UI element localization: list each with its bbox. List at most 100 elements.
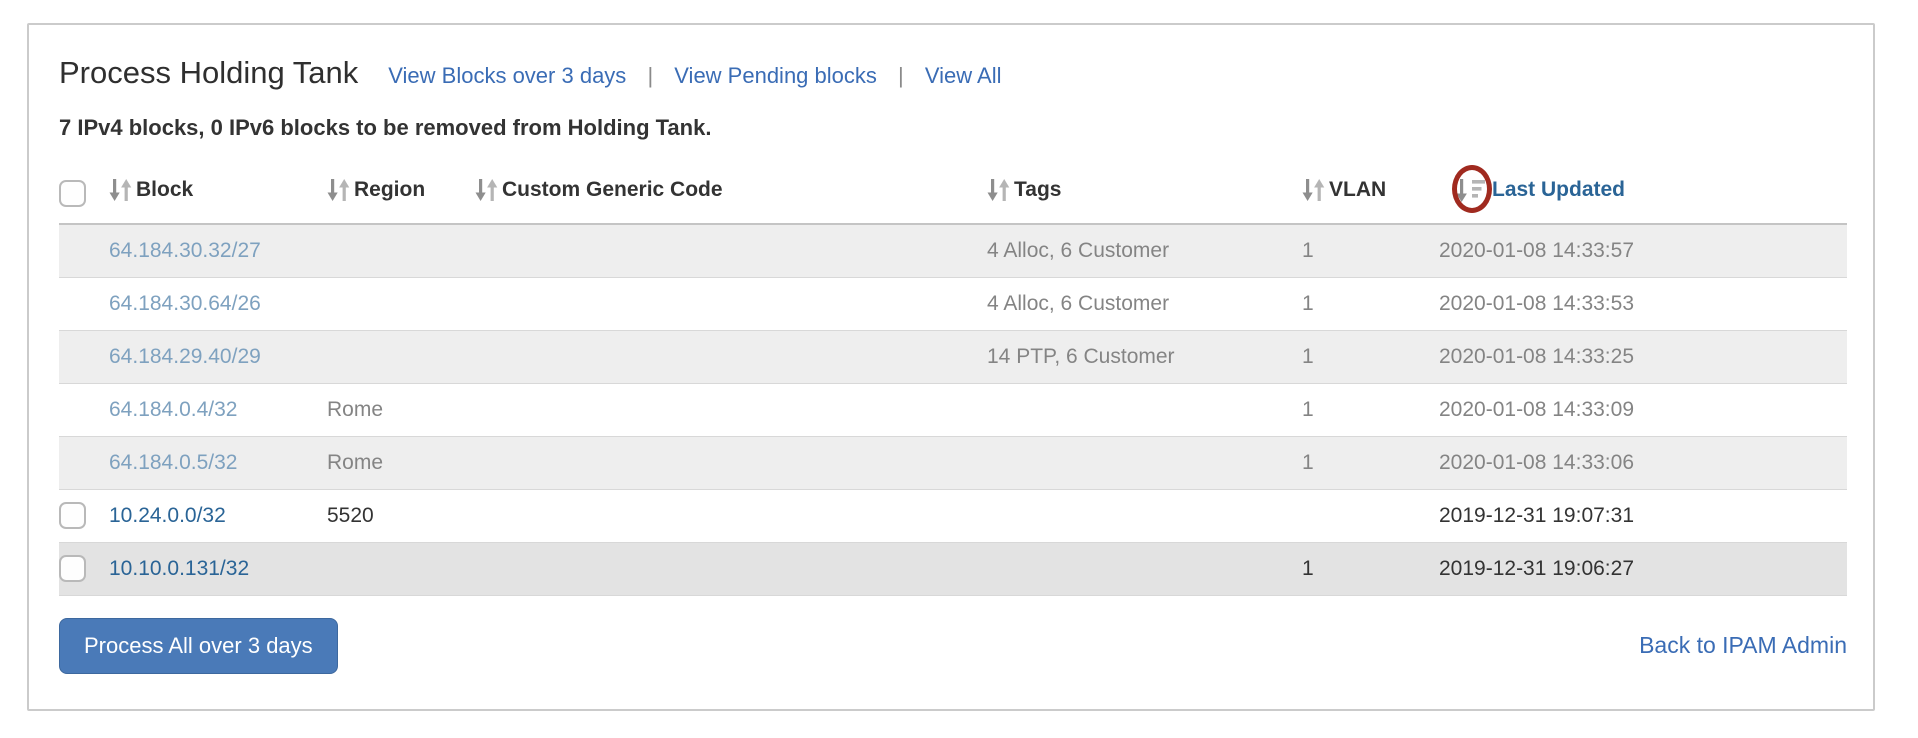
cell-custom-generic-code [475, 224, 987, 277]
table-header-row: Block Region Custom Generic Code Tags VL… [59, 155, 1847, 225]
cell-select [59, 542, 109, 595]
column-header-select [59, 155, 109, 225]
table-row: 10.24.0.0/32 5520 2019-12-31 19:07:31 [59, 489, 1847, 542]
sort-icon-wrap [1452, 165, 1492, 214]
cell-tags: 4 Alloc, 6 Customer [987, 291, 1170, 315]
cell-last-updated: 2019-12-31 19:06:27 [1439, 556, 1634, 580]
block-link[interactable]: 64.184.0.5/32 [109, 450, 238, 474]
cell-custom-generic-code [475, 277, 987, 330]
footer-row: Process All over 3 days Back to IPAM Adm… [59, 617, 1847, 674]
cell-custom-generic-code [475, 489, 987, 542]
sort-up-down-icon [327, 177, 351, 203]
link-view-pending-blocks[interactable]: View Pending blocks [674, 63, 877, 88]
cell-vlan [1302, 489, 1439, 542]
cell-custom-generic-code [475, 436, 987, 489]
cell-last-updated: 2020-01-08 14:33:09 [1439, 397, 1634, 421]
link-view-all[interactable]: View All [924, 63, 1002, 88]
summary-text: 7 IPv4 blocks, 0 IPv6 blocks to be remov… [59, 115, 712, 140]
block-link[interactable]: 64.184.30.64/26 [109, 291, 261, 315]
block-link[interactable]: 64.184.30.32/27 [109, 238, 261, 262]
cell-select [59, 489, 109, 542]
cell-region [327, 542, 475, 595]
cell-last-updated: 2020-01-08 14:33:57 [1439, 238, 1634, 262]
cell-last-updated: 2020-01-08 14:33:25 [1439, 344, 1634, 368]
row-checkbox[interactable] [59, 555, 86, 582]
column-header-vlan[interactable]: VLAN [1302, 155, 1439, 225]
cell-tags: 4 Alloc, 6 Customer [987, 238, 1170, 262]
block-link[interactable]: 64.184.29.40/29 [109, 344, 261, 368]
cell-vlan: 1 [1302, 238, 1314, 262]
sort-up-down-icon [1302, 177, 1326, 203]
link-view-blocks-over-3-days[interactable]: View Blocks over 3 days [388, 63, 627, 88]
cell-block: 64.184.29.40/29 [109, 330, 327, 383]
table-row: 64.184.29.40/29 14 PTP, 6 Customer 1 202… [59, 330, 1847, 383]
sort-descending-icon [1455, 177, 1489, 203]
cell-region: 5520 [327, 503, 374, 527]
link-separator: | [647, 63, 654, 88]
table-row: 64.184.0.4/32 Rome 1 2020-01-08 14:33:09 [59, 383, 1847, 436]
cell-tags [987, 542, 1302, 595]
row-checkbox[interactable] [59, 502, 86, 529]
cell-block: 64.184.0.5/32 [109, 436, 327, 489]
block-link[interactable]: 10.10.0.131/32 [109, 556, 250, 580]
top-links: View Blocks over 3 days | View Pending b… [388, 63, 1001, 89]
cell-region [327, 224, 475, 277]
table-row: 10.10.0.131/32 1 2019-12-31 19:06:27 [59, 542, 1847, 595]
column-label-block: Block [136, 178, 194, 201]
cell-tags [987, 489, 1302, 542]
cell-last-updated: 2019-12-31 19:07:31 [1439, 503, 1634, 527]
cell-block: 64.184.0.4/32 [109, 383, 327, 436]
cell-custom-generic-code [475, 330, 987, 383]
block-link[interactable]: 64.184.0.4/32 [109, 397, 238, 421]
cell-region [327, 330, 475, 383]
sort-up-down-icon [109, 177, 133, 203]
cell-select [59, 224, 109, 277]
link-separator: | [898, 63, 904, 88]
process-holding-tank-panel: Process Holding Tank View Blocks over 3 … [27, 23, 1875, 711]
column-label-tags: Tags [1014, 178, 1062, 201]
holding-tank-table: Block Region Custom Generic Code Tags VL… [59, 155, 1847, 596]
column-header-block[interactable]: Block [109, 155, 327, 225]
cell-vlan: 1 [1302, 344, 1314, 368]
cell-vlan: 1 [1302, 397, 1314, 421]
sort-up-down-icon [987, 177, 1011, 203]
column-header-custom-generic-code[interactable]: Custom Generic Code [475, 155, 987, 225]
cell-vlan: 1 [1302, 450, 1314, 474]
process-all-button[interactable]: Process All over 3 days [59, 617, 338, 674]
cell-last-updated: 2020-01-08 14:33:06 [1439, 450, 1634, 474]
column-header-last-updated[interactable]: Last Updated [1439, 155, 1847, 225]
cell-vlan: 1 [1302, 556, 1314, 580]
select-all-checkbox[interactable] [59, 179, 86, 207]
cell-select [59, 383, 109, 436]
cell-block: 64.184.30.64/26 [109, 277, 327, 330]
cell-custom-generic-code [475, 383, 987, 436]
cell-block: 10.10.0.131/32 [109, 542, 327, 595]
cell-block: 10.24.0.0/32 [109, 489, 327, 542]
cell-select [59, 436, 109, 489]
cell-select [59, 330, 109, 383]
cell-region: Rome [327, 397, 384, 421]
cell-select [59, 277, 109, 330]
column-header-region[interactable]: Region [327, 155, 475, 225]
title-row: Process Holding Tank View Blocks over 3 … [59, 55, 1843, 91]
page-title: Process Holding Tank [59, 55, 359, 90]
column-label-region: Region [354, 178, 426, 201]
cell-vlan: 1 [1302, 291, 1314, 315]
table-row: 64.184.30.32/27 4 Alloc, 6 Customer 1 20… [59, 224, 1847, 277]
cell-custom-generic-code [475, 542, 987, 595]
table-row: 64.184.30.64/26 4 Alloc, 6 Customer 1 20… [59, 277, 1847, 330]
column-label-vlan: VLAN [1329, 178, 1387, 201]
cell-tags [987, 436, 1302, 489]
cell-region [327, 277, 475, 330]
table-row: 64.184.0.5/32 Rome 1 2020-01-08 14:33:06 [59, 436, 1847, 489]
cell-tags: 14 PTP, 6 Customer [987, 344, 1175, 368]
cell-region: Rome [327, 450, 384, 474]
cell-tags [987, 383, 1302, 436]
back-to-ipam-admin-link[interactable]: Back to IPAM Admin [1639, 632, 1847, 658]
column-label-custom-generic-code: Custom Generic Code [502, 178, 723, 201]
sort-up-down-icon [475, 177, 499, 203]
block-link[interactable]: 10.24.0.0/32 [109, 503, 226, 527]
cell-block: 64.184.30.32/27 [109, 224, 327, 277]
column-header-tags[interactable]: Tags [987, 155, 1302, 225]
cell-last-updated: 2020-01-08 14:33:53 [1439, 291, 1634, 315]
